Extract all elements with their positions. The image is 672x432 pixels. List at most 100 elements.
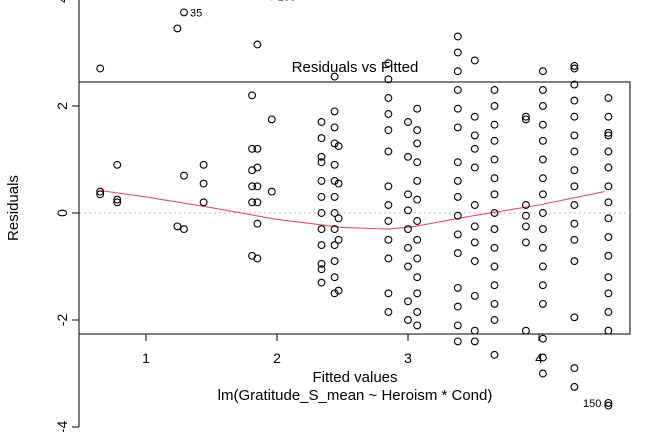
points-layer: [96, 0, 613, 410]
residual-point: [538, 136, 547, 145]
y-tick-label: 0: [54, 209, 70, 217]
y-tick-label: -4: [54, 421, 70, 432]
residual-point: [453, 158, 462, 167]
residual-point: [113, 195, 122, 204]
residual-point: [404, 262, 412, 271]
x-tick-label: 4: [535, 350, 543, 366]
residual-point: [538, 155, 547, 164]
x-tick-label: 1: [142, 350, 150, 366]
y-axis-label: Residuals: [5, 175, 22, 241]
residual-point: [330, 107, 339, 116]
residual-point: [404, 190, 412, 199]
x-tick-label: 3: [404, 350, 412, 366]
residual-point: [334, 214, 343, 223]
residual-point: [604, 326, 613, 335]
residual-point: [470, 326, 479, 335]
x-tick-label: 2: [273, 350, 281, 366]
y-axis: -4 -2 0 2 4: [54, 0, 80, 432]
residual-point: [521, 112, 530, 121]
residual-point: [604, 308, 613, 316]
residual-point: [180, 225, 188, 234]
residual-point: [253, 163, 262, 172]
residual-point: [334, 235, 343, 244]
residual-point: [453, 48, 462, 57]
x-axis: 1 2 3 4: [142, 333, 543, 366]
residual-point: [604, 273, 613, 282]
residual-point: [538, 299, 547, 308]
residual-point: [538, 262, 547, 271]
residual-point: [413, 308, 422, 316]
residual-point: [199, 160, 208, 169]
residual-point: [384, 59, 393, 68]
x-axis-label: Fitted values: [312, 369, 397, 386]
residual-point: [604, 398, 613, 407]
residual-point: [570, 112, 579, 121]
residual-point: [604, 214, 613, 223]
residual-point: [570, 166, 579, 175]
residual-point: [490, 174, 499, 183]
residual-point: [267, 187, 276, 196]
residual-point: [570, 61, 579, 70]
residual-point: [453, 249, 462, 258]
residual-point: [604, 131, 613, 140]
residual-point: [470, 291, 479, 300]
residual-point: [453, 337, 462, 346]
residual-point: [490, 243, 499, 252]
residual-point: [384, 147, 393, 156]
residual-point: [413, 273, 422, 282]
residual-point: [604, 128, 613, 137]
residual-point: [413, 104, 422, 113]
residual-point: [384, 235, 393, 244]
smoother-line: [100, 189, 605, 230]
residual-point: [490, 120, 499, 129]
plot-box: [78, 81, 631, 335]
residual-point: [570, 364, 579, 373]
residual-point: [248, 182, 257, 191]
residual-point: [453, 283, 462, 292]
residual-point: [521, 222, 530, 231]
residual-point: [199, 179, 208, 188]
residual-point: [253, 219, 262, 228]
residual-point: [490, 136, 499, 145]
residual-point: [330, 160, 339, 169]
residual-point: [404, 225, 412, 234]
residual-point: [317, 259, 326, 268]
residual-point: [490, 190, 499, 199]
residual-point: [317, 278, 326, 287]
residual-point: [330, 72, 339, 81]
residual-point: [413, 289, 422, 298]
residual-point: [453, 302, 462, 311]
residual-point: [538, 209, 547, 217]
residual-point: [521, 115, 530, 124]
residual-point: [317, 118, 326, 126]
residual-point: [248, 91, 257, 100]
y-tick-label: 4: [54, 0, 70, 3]
residual-point: [490, 225, 499, 234]
residual-point: [453, 123, 462, 132]
residual-point: [384, 126, 393, 135]
residual-point: [490, 209, 499, 217]
residual-point: [248, 198, 257, 207]
residual-point: [490, 262, 499, 271]
residual-point: [453, 211, 462, 220]
residual-point: [317, 209, 326, 217]
residual-point: [96, 64, 105, 73]
residual-point: [604, 94, 613, 102]
residual-point: [413, 321, 422, 330]
residual-point: [96, 190, 105, 199]
residual-point: [267, 115, 276, 124]
residual-point: [180, 171, 188, 180]
residual-point: [404, 316, 412, 324]
residual-point: [490, 86, 499, 94]
residual-point: [96, 187, 105, 196]
residual-point: [413, 139, 422, 148]
residual-point: [538, 281, 547, 290]
residual-point: [413, 217, 422, 225]
residual-point: [538, 225, 547, 234]
residual-point: [113, 198, 122, 207]
residual-point: [404, 297, 412, 306]
residual-point: [490, 102, 499, 110]
residual-point: [330, 176, 339, 185]
residual-point: [384, 308, 393, 316]
